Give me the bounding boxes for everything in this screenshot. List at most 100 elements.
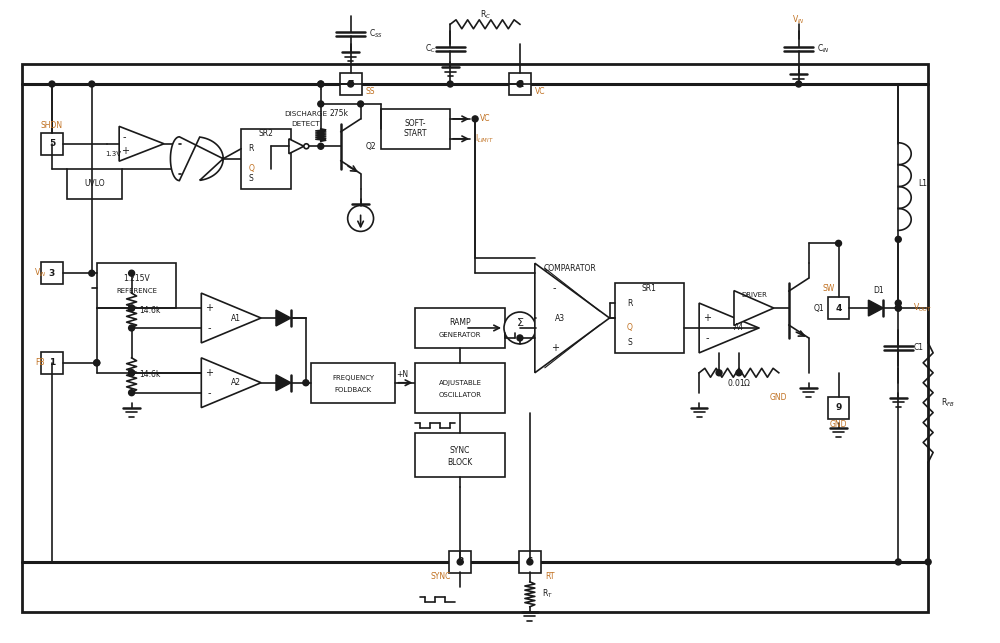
Circle shape <box>895 559 901 565</box>
Text: COMPARATOR: COMPARATOR <box>543 264 596 273</box>
Text: R$_C$: R$_C$ <box>480 8 491 21</box>
Text: GENERATOR: GENERATOR <box>439 332 481 338</box>
Circle shape <box>304 144 309 149</box>
Circle shape <box>447 81 453 87</box>
Bar <box>415 433 505 477</box>
Text: R: R <box>627 298 632 307</box>
Text: -: - <box>208 388 211 397</box>
Text: SR1: SR1 <box>642 284 657 293</box>
Circle shape <box>504 312 536 344</box>
Circle shape <box>129 305 135 311</box>
Text: I$_{LIMIT}$: I$_{LIMIT}$ <box>475 132 494 145</box>
Text: 8: 8 <box>457 557 463 566</box>
Circle shape <box>895 305 901 311</box>
Bar <box>340 73 362 95</box>
Text: DRIVER: DRIVER <box>741 292 767 298</box>
Text: R$_{FB}$: R$_{FB}$ <box>941 396 955 409</box>
Text: 275k: 275k <box>329 109 348 118</box>
Bar <box>41 133 63 155</box>
Circle shape <box>796 81 802 87</box>
Text: 1: 1 <box>49 358 55 367</box>
Bar <box>415 308 505 348</box>
Text: SYNC: SYNC <box>430 572 450 581</box>
Polygon shape <box>276 310 291 326</box>
Text: 5: 5 <box>49 140 55 149</box>
Circle shape <box>527 559 533 565</box>
Text: +N: +N <box>396 370 408 379</box>
Text: RAMP: RAMP <box>449 318 471 327</box>
Circle shape <box>94 360 100 366</box>
Polygon shape <box>276 375 291 391</box>
Polygon shape <box>699 303 759 353</box>
Polygon shape <box>535 263 610 373</box>
Text: DISCHARGE: DISCHARGE <box>284 111 327 117</box>
Text: V$_{OUT}$: V$_{OUT}$ <box>913 302 932 314</box>
Circle shape <box>94 360 100 366</box>
Bar <box>615 283 684 353</box>
Bar <box>449 551 471 573</box>
Text: 6: 6 <box>527 557 533 566</box>
Text: R$_T$: R$_T$ <box>542 588 553 600</box>
Text: -: - <box>553 283 557 293</box>
Text: 1.215V: 1.215V <box>123 274 150 283</box>
Text: 2: 2 <box>517 80 523 89</box>
Circle shape <box>348 81 354 87</box>
Bar <box>311 363 395 403</box>
Bar <box>415 363 505 413</box>
Polygon shape <box>868 300 883 316</box>
Circle shape <box>129 325 135 331</box>
Text: R: R <box>248 144 254 153</box>
Text: START: START <box>404 129 427 138</box>
Circle shape <box>89 81 95 87</box>
Text: +: + <box>703 313 711 323</box>
Text: A2: A2 <box>231 378 241 387</box>
Polygon shape <box>119 126 164 161</box>
Text: 1.3V: 1.3V <box>106 150 122 157</box>
Text: -: - <box>208 323 211 333</box>
Text: GND: GND <box>770 393 788 402</box>
Text: Q: Q <box>248 164 254 173</box>
Text: V$_{IN}$: V$_{IN}$ <box>792 13 805 26</box>
Text: Q1: Q1 <box>813 303 824 312</box>
Text: SW: SW <box>822 284 835 293</box>
Text: 4: 4 <box>835 303 842 312</box>
Text: DETECT: DETECT <box>292 121 320 127</box>
Circle shape <box>318 101 324 107</box>
Text: -: - <box>705 333 709 343</box>
Bar <box>381 109 450 149</box>
Circle shape <box>129 370 135 376</box>
Text: 9: 9 <box>835 403 842 412</box>
Text: SS: SS <box>366 87 375 96</box>
Polygon shape <box>201 293 261 343</box>
Text: FB: FB <box>35 358 45 367</box>
Circle shape <box>49 81 55 87</box>
Text: A3: A3 <box>555 314 565 323</box>
Text: FOLDBACK: FOLDBACK <box>335 386 372 393</box>
Text: C1: C1 <box>913 343 923 352</box>
Text: SOFT-: SOFT- <box>405 120 426 129</box>
Circle shape <box>129 390 135 395</box>
Text: V$_{IN}$: V$_{IN}$ <box>34 267 46 280</box>
Circle shape <box>517 81 523 87</box>
Polygon shape <box>201 358 261 408</box>
Text: UVLO: UVLO <box>84 179 105 188</box>
Text: S: S <box>249 174 253 183</box>
Bar <box>509 73 531 95</box>
Bar <box>97 263 176 308</box>
Text: 7: 7 <box>347 80 354 89</box>
Text: REFERENCE: REFERENCE <box>116 288 157 294</box>
Text: VC: VC <box>480 114 491 123</box>
Circle shape <box>472 116 478 122</box>
Circle shape <box>736 370 742 376</box>
Circle shape <box>129 305 135 311</box>
Text: +: + <box>121 146 129 156</box>
Bar <box>519 551 541 573</box>
Text: FREQUENCY: FREQUENCY <box>332 375 374 381</box>
Circle shape <box>517 335 523 341</box>
Text: 0.01$\Omega$: 0.01$\Omega$ <box>727 377 751 388</box>
Text: SHDN: SHDN <box>41 122 63 131</box>
Circle shape <box>303 380 309 386</box>
Bar <box>41 262 63 284</box>
Circle shape <box>895 237 901 242</box>
Circle shape <box>895 305 901 311</box>
